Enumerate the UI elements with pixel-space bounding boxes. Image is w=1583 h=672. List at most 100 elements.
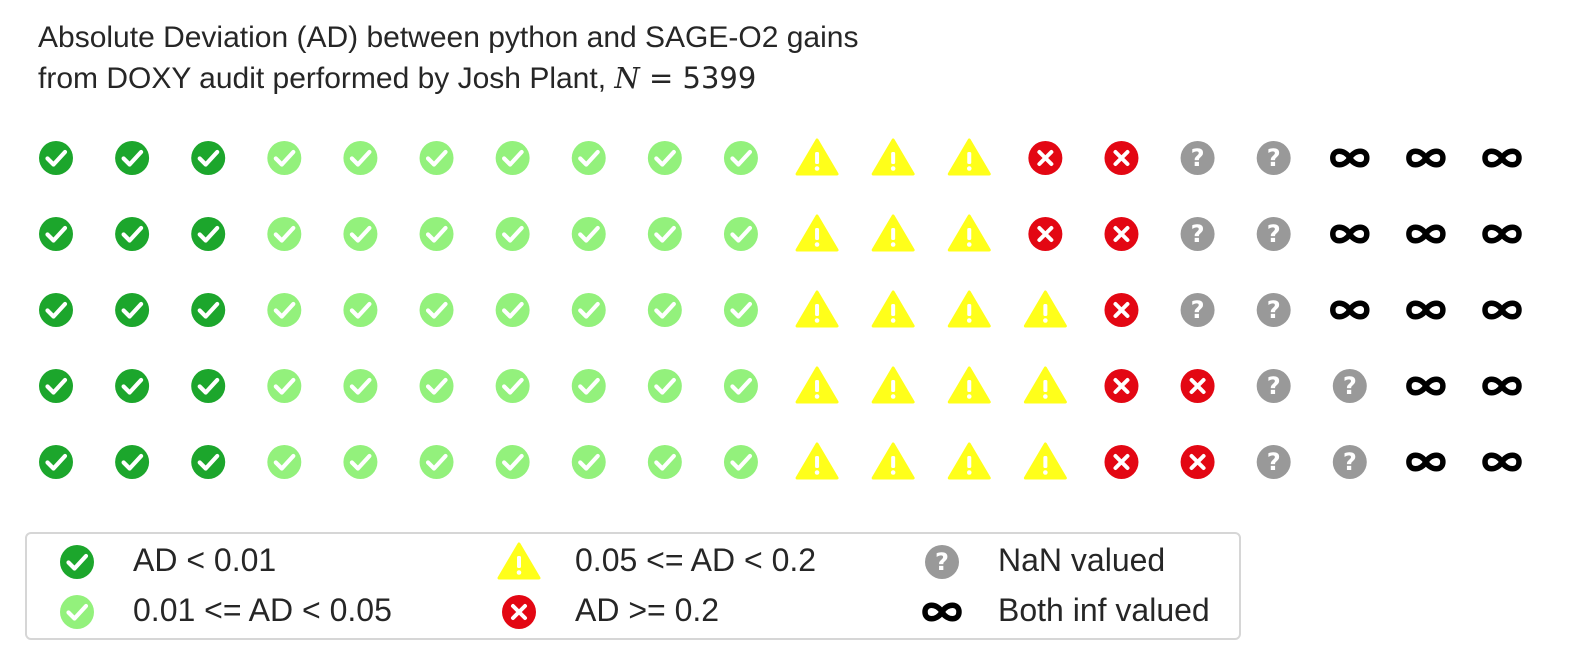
infinity-icon xyxy=(1406,452,1446,472)
svg-text:?: ? xyxy=(1267,296,1281,324)
check-circle-icon xyxy=(495,445,530,479)
question-circle-icon: ? xyxy=(925,545,959,579)
check-circle-icon xyxy=(60,545,94,579)
infinity-icon xyxy=(1482,300,1522,320)
x-circle-icon xyxy=(1104,141,1139,175)
x-circle-icon xyxy=(1028,217,1063,251)
warning-triangle-icon xyxy=(1023,366,1067,404)
question-circle-icon: ? xyxy=(1180,217,1215,251)
check-circle-icon xyxy=(723,217,758,251)
check-circle-icon xyxy=(39,141,73,175)
svg-text:?: ? xyxy=(1267,448,1281,476)
check-circle-icon xyxy=(571,217,606,251)
check-circle-icon xyxy=(191,293,226,327)
check-circle-icon xyxy=(115,445,150,479)
check-circle-icon xyxy=(495,141,530,175)
warning-triangle-icon xyxy=(947,366,991,404)
check-circle-icon xyxy=(495,217,530,251)
infinity-icon xyxy=(1330,300,1370,320)
infinity-icon xyxy=(1482,148,1522,168)
infinity-icon xyxy=(1330,148,1370,168)
warning-triangle-icon xyxy=(871,138,915,176)
check-circle-icon xyxy=(723,141,758,175)
check-circle-icon xyxy=(647,369,682,403)
infinity-icon xyxy=(1406,224,1446,244)
infinity-icon xyxy=(1482,224,1522,244)
check-circle-icon xyxy=(419,217,454,251)
check-circle-icon xyxy=(267,141,302,175)
check-circle-icon xyxy=(571,369,606,403)
svg-text:?: ? xyxy=(1343,448,1357,476)
check-circle-icon xyxy=(495,369,530,403)
x-circle-icon xyxy=(1104,293,1139,327)
warning-triangle-icon xyxy=(1023,442,1067,480)
check-circle-icon xyxy=(39,293,73,327)
legend-label: 0.01 <= AD < 0.05 xyxy=(133,592,392,628)
check-circle-icon xyxy=(647,445,682,479)
check-circle-icon xyxy=(495,293,530,327)
x-circle-icon xyxy=(1104,369,1139,403)
check-circle-icon xyxy=(571,141,606,175)
infinity-icon xyxy=(1482,452,1522,472)
check-circle-icon xyxy=(723,445,758,479)
infinity-icon xyxy=(1406,148,1446,168)
check-circle-icon xyxy=(647,217,682,251)
x-circle-icon xyxy=(1104,445,1139,479)
title-line-2: from DOXY audit performed by Josh Plant,… xyxy=(38,58,858,99)
svg-text:?: ? xyxy=(1267,220,1281,248)
check-circle-icon xyxy=(343,141,378,175)
question-circle-icon: ? xyxy=(1180,293,1215,327)
n-value: 5399 xyxy=(682,61,757,95)
check-circle-icon xyxy=(115,293,150,327)
legend-label: AD < 0.01 xyxy=(133,542,277,578)
title-line-2-text: from DOXY audit performed by Josh Plant, xyxy=(38,62,615,95)
warning-triangle-icon xyxy=(871,290,915,328)
n-symbol: N xyxy=(614,61,640,95)
warning-triangle-icon xyxy=(871,442,915,480)
infinity-icon xyxy=(1482,376,1522,396)
check-circle-icon xyxy=(419,369,454,403)
warning-triangle-icon xyxy=(947,442,991,480)
warning-triangle-icon xyxy=(497,542,541,580)
x-circle-icon xyxy=(1180,369,1215,403)
chart-title: Absolute Deviation (AD) between python a… xyxy=(38,18,858,99)
check-circle-icon xyxy=(419,141,454,175)
infinity-icon xyxy=(1406,376,1446,396)
infinity-icon xyxy=(1406,300,1446,320)
question-circle-icon: ? xyxy=(1256,217,1291,251)
svg-text:?: ? xyxy=(1191,296,1205,324)
infinity-icon xyxy=(922,602,962,622)
question-circle-icon: ? xyxy=(1256,141,1291,175)
check-circle-icon xyxy=(115,369,150,403)
warning-triangle-icon xyxy=(795,290,839,328)
check-circle-icon xyxy=(191,369,226,403)
check-circle-icon xyxy=(343,369,378,403)
check-circle-icon xyxy=(571,445,606,479)
svg-text:?: ? xyxy=(1343,372,1357,400)
check-circle-icon xyxy=(39,369,73,403)
check-circle-icon xyxy=(39,217,73,251)
warning-triangle-icon xyxy=(871,366,915,404)
question-circle-icon: ? xyxy=(1180,141,1215,175)
warning-triangle-icon xyxy=(795,138,839,176)
check-circle-icon xyxy=(419,445,454,479)
warning-triangle-icon xyxy=(947,138,991,176)
check-circle-icon xyxy=(343,445,378,479)
n-equals: = xyxy=(639,61,683,95)
warning-triangle-icon xyxy=(795,366,839,404)
question-circle-icon: ? xyxy=(1256,369,1291,403)
legend-label: 0.05 <= AD < 0.2 xyxy=(575,542,817,578)
check-circle-icon xyxy=(267,445,302,479)
check-circle-icon xyxy=(191,217,226,251)
svg-text:?: ? xyxy=(935,548,949,576)
infinity-icon xyxy=(1330,224,1370,244)
check-circle-icon xyxy=(39,445,73,479)
check-circle-icon xyxy=(191,445,226,479)
check-circle-icon xyxy=(60,595,94,629)
check-circle-icon xyxy=(191,141,226,175)
check-circle-icon xyxy=(115,217,150,251)
check-circle-icon xyxy=(267,369,302,403)
check-circle-icon xyxy=(723,369,758,403)
warning-triangle-icon xyxy=(947,290,991,328)
question-circle-icon: ? xyxy=(1332,369,1367,403)
